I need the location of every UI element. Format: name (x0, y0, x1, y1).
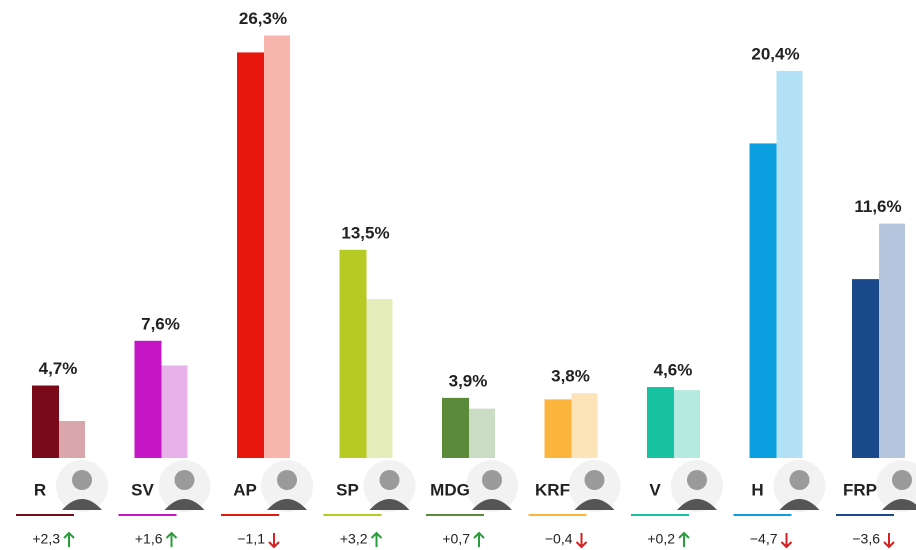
change-label: −3,6 (852, 531, 880, 547)
previous-bar (879, 223, 905, 458)
previous-bar (366, 299, 393, 458)
party-label: FRP (843, 480, 877, 499)
change-arrow (473, 531, 485, 547)
bar (749, 143, 777, 459)
portrait-body (779, 499, 820, 510)
portrait-body (164, 499, 205, 510)
value-label: 3,8% (551, 367, 590, 386)
value-label: 3,9% (449, 371, 488, 390)
party-label: MDG (430, 480, 470, 499)
portrait-head (277, 470, 297, 490)
change-arrow (575, 533, 588, 549)
party-label: KRF (535, 480, 570, 499)
change-label: +0,2 (647, 531, 675, 547)
value-label: 26,3% (239, 9, 287, 28)
portrait-head (174, 470, 195, 490)
bar (852, 279, 879, 458)
party-label: H (751, 480, 763, 499)
previous-bar (59, 420, 85, 458)
portrait-head (789, 470, 810, 490)
portrait-body (62, 499, 102, 510)
previous-bar (776, 70, 803, 458)
portrait-head (482, 470, 502, 490)
party-label: SV (131, 480, 154, 499)
party-label: AP (233, 480, 257, 499)
change-arrow (370, 531, 383, 547)
change-label: +1,6 (135, 531, 163, 547)
portrait-head (379, 470, 400, 490)
change-label: −4,7 (750, 531, 778, 547)
previous-bar (264, 35, 290, 458)
change-arrow (883, 533, 895, 549)
bar (32, 385, 59, 458)
change-label: +3,2 (340, 531, 368, 547)
change-arrow (268, 533, 280, 549)
value-label: 20,4% (751, 44, 799, 63)
portrait-head (72, 470, 92, 490)
party-label: SP (336, 480, 359, 499)
portrait-body (882, 499, 916, 510)
portrait-head (687, 470, 707, 490)
portrait-body (472, 499, 512, 510)
portrait-head (892, 470, 912, 490)
value-label: 7,6% (141, 314, 180, 333)
change-label: +2,3 (32, 531, 60, 547)
bar (442, 397, 469, 458)
portrait-head (584, 470, 605, 490)
change-arrow (63, 531, 75, 547)
bar (544, 399, 572, 458)
change-arrow (678, 531, 690, 547)
change-label: −1,1 (237, 531, 265, 547)
bar (339, 249, 367, 458)
value-label: 13,5% (341, 223, 389, 242)
change-label: +0,7 (442, 531, 470, 547)
value-label: 4,6% (654, 361, 693, 380)
value-label: 4,7% (39, 359, 78, 378)
bar (134, 340, 162, 458)
portrait-body (267, 499, 307, 510)
change-arrow (780, 533, 793, 549)
change-arrow (165, 531, 178, 547)
previous-bar (161, 365, 188, 458)
change-label: −0,4 (545, 531, 573, 547)
bar (647, 387, 674, 458)
party-label: R (34, 480, 46, 499)
portrait-body (574, 499, 615, 510)
bar (237, 52, 264, 459)
value-label: 11,6% (854, 197, 901, 216)
portrait-body (369, 499, 410, 510)
previous-bar (674, 390, 700, 458)
party-label: V (649, 480, 661, 499)
portrait-body (677, 499, 717, 510)
previous-bar (469, 408, 495, 458)
previous-bar (571, 393, 598, 458)
